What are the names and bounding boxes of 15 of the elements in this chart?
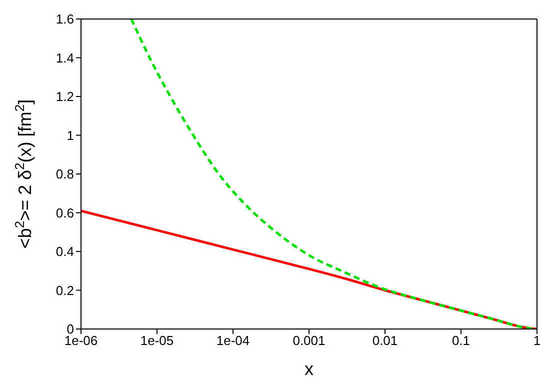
x-tick-label: 0.01	[372, 333, 398, 348]
x-tick-label: 0.001	[292, 333, 326, 348]
x-tick-label: 0.1	[452, 333, 470, 348]
x-tick-label: 1e-04	[216, 333, 250, 348]
y-tick-label: 1	[66, 128, 74, 143]
y-tick-label: 1.4	[56, 50, 74, 66]
y-tick-label: 0.6	[56, 205, 74, 220]
y-tick-label: 1.2	[56, 89, 74, 104]
x-axis-title: x	[304, 359, 314, 379]
y-tick-label: 0.2	[56, 282, 74, 298]
y-tick-label: 0.4	[56, 244, 74, 260]
x-tick-label: 1	[533, 333, 541, 348]
y-tick-label: 0.8	[56, 166, 74, 182]
y-tick-label: 1.6	[56, 12, 74, 27]
x-tick-label: 1e-05	[140, 333, 174, 348]
